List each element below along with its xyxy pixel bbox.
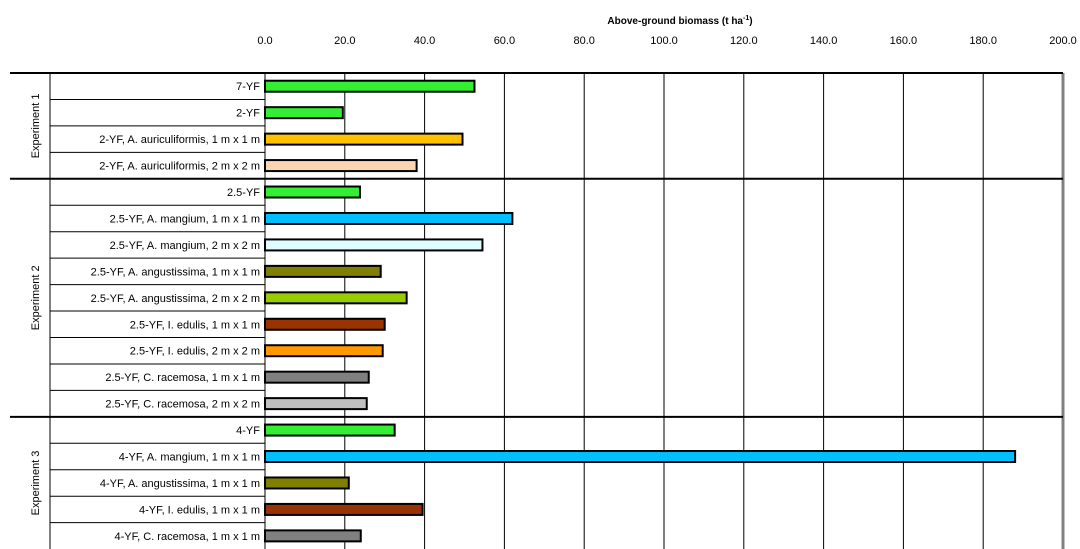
x-tick-label: 120.0	[730, 35, 758, 47]
x-tick-label: 20.0	[334, 35, 355, 47]
bar	[264, 264, 382, 278]
bar	[264, 291, 408, 305]
category-label: 2-YF, A. auriculiformis, 2 m x 2 m	[99, 161, 260, 173]
category-label: 4-YF, A. angustissima, 1 m x 1 m	[100, 478, 260, 490]
bar	[264, 397, 368, 411]
category-label: 2.5-YF, A. angustissima, 1 m x 1 m	[91, 266, 260, 278]
category-label: 2-YF	[236, 108, 260, 120]
x-tick-label: 200.0	[1049, 35, 1077, 47]
category-label: 2.5-YF, A. angustissima, 2 m x 2 m	[91, 293, 260, 305]
bar	[264, 211, 514, 225]
category-label: 2.5-YF	[227, 187, 260, 199]
category-rows: 7-YF 2-YF 2-YF, A. auriculiformis, 1 m x 1…	[50, 81, 265, 543]
x-tick-label: 0.0	[257, 35, 272, 47]
category-label: 4-YF, I. edulis, 1 m x 1 m	[139, 504, 260, 516]
group-label: Experiment 2	[30, 265, 42, 330]
bar	[264, 159, 418, 173]
bar	[264, 423, 396, 437]
group-labels: Experiment 1 Experiment 2 Experiment 3	[10, 72, 1063, 549]
bar	[264, 344, 384, 358]
chart-title-superscript: -1	[743, 15, 749, 22]
bar	[264, 238, 484, 252]
bar	[264, 132, 464, 146]
bar	[264, 529, 362, 543]
category-label: 2.5-YF, A. mangium, 1 m x 1 m	[110, 213, 260, 225]
x-tick-label: 140.0	[810, 35, 838, 47]
bar	[264, 502, 424, 516]
category-label: 4-YF, C. racemosa, 1 m x 1 m	[115, 531, 260, 543]
bar	[264, 476, 350, 490]
category-label: 2.5-YF, C. racemosa, 2 m x 2 m	[105, 399, 260, 411]
category-label: 2-YF, A. auriculiformis, 1 m x 1 m	[99, 134, 260, 146]
bar	[264, 370, 370, 384]
x-tick-label: 160.0	[890, 35, 918, 47]
x-axis-ticks: 0.0 20.0 40.0 60.0 80.0 100.0 120.0 140.0 160.0 1…	[257, 35, 1076, 47]
category-label: 2.5-YF, I. edulis, 2 m x 2 m	[130, 346, 260, 358]
bar	[264, 317, 386, 331]
group-label: Experiment 1	[30, 93, 42, 158]
bar	[264, 79, 476, 93]
x-tick-label: 40.0	[414, 35, 435, 47]
x-tick-label: 80.0	[573, 35, 594, 47]
bar	[264, 450, 1017, 464]
chart-title: Above-ground biomass (t ha-1)	[607, 15, 752, 27]
group-label: Experiment 3	[30, 451, 42, 516]
category-label: 4-YF, A. mangium, 1 m x 1 m	[119, 452, 260, 464]
x-tick-label: 60.0	[494, 35, 515, 47]
chart-title-main: Above-ground biomass (t ha	[607, 16, 743, 27]
bars	[264, 79, 1017, 543]
category-label: 2.5-YF, I. edulis, 1 m x 1 m	[130, 319, 260, 331]
bar	[264, 106, 344, 120]
category-label: 7-YF	[236, 81, 260, 93]
bar	[264, 185, 361, 199]
category-label: 2.5-YF, A. mangium, 2 m x 2 m	[110, 240, 260, 252]
x-tick-label: 100.0	[650, 35, 678, 47]
category-label: 4-YF	[236, 425, 260, 437]
chart-title-suffix: )	[749, 16, 752, 27]
x-tick-label: 180.0	[969, 35, 997, 47]
category-label: 2.5-YF, C. racemosa, 1 m x 1 m	[105, 372, 260, 384]
